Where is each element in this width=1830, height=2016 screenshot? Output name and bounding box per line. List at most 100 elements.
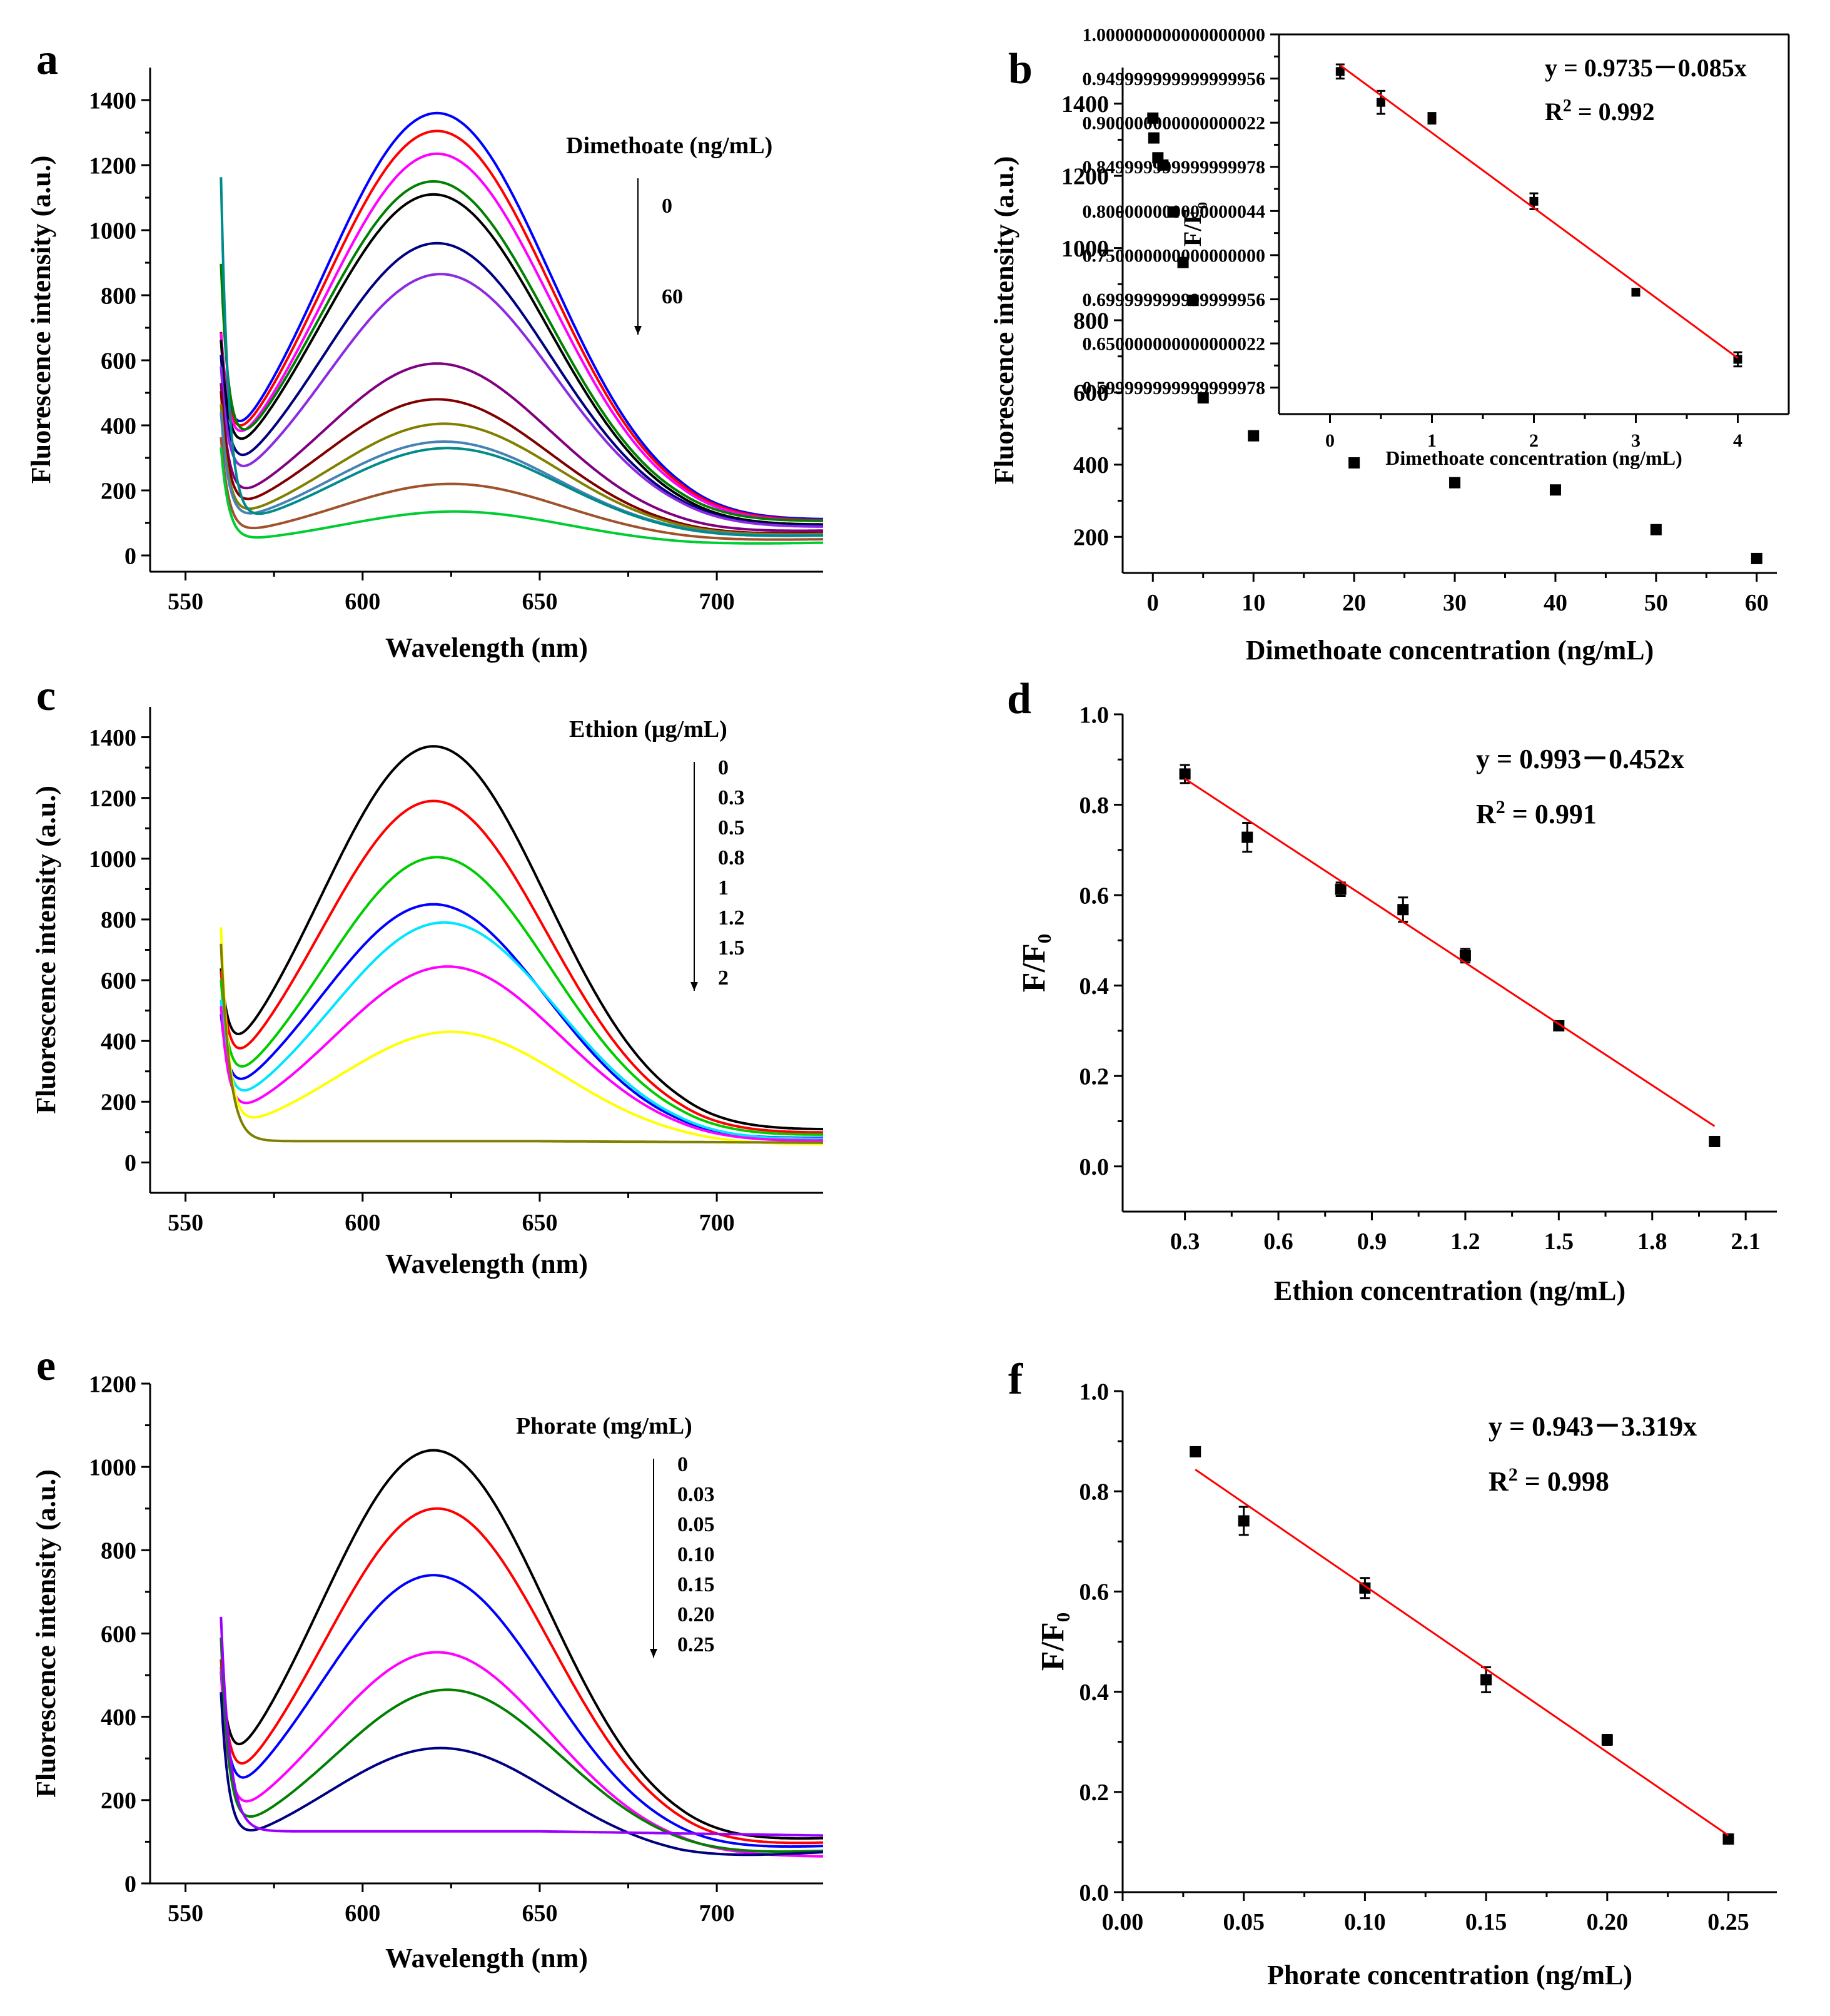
data-point (1348, 457, 1360, 469)
legend-title: Phorate (mg/mL) (516, 1413, 692, 1439)
y-axis-label: Fluorescence intensity (a.u.) (31, 786, 61, 1114)
panel-e: e 550 600 650 700 0 200 400 600 800 1000 1200 Wavele… (31, 1342, 824, 1973)
y-label-main: F/F (1035, 1622, 1071, 1671)
fit-equation: y = 0.993－0.452x (1476, 744, 1684, 774)
inset-y-tick-label: 0.800000000000000044 (1083, 201, 1266, 222)
y-tick-label: 800 (101, 1538, 136, 1564)
x-tick-label: 2.1 (1731, 1228, 1761, 1255)
x-tick-label: 50 (1644, 590, 1668, 616)
y-tick-label: 0.4 (1079, 1679, 1110, 1706)
inset-y-tick-label: 0.599999999999999978 (1083, 378, 1266, 398)
inset-x-tick-label: 1 (1427, 430, 1437, 451)
series-line-50 (220, 437, 824, 541)
legend-label: 0 (662, 195, 672, 218)
y-tick-label: 1.0 (1079, 1379, 1110, 1405)
x-tick-label: 30 (1443, 590, 1467, 616)
inset-data-point (1377, 98, 1385, 107)
x-tick-label: 0.20 (1587, 1909, 1629, 1935)
x-tick-label: 20 (1342, 590, 1366, 616)
data-point (1601, 1734, 1613, 1746)
data-point (1751, 552, 1762, 564)
series-line-0.05 (220, 1574, 824, 1848)
fit-line (1195, 1469, 1729, 1836)
x-tick-label: 0.6 (1263, 1228, 1293, 1255)
y-tick-label: 1200 (89, 786, 136, 812)
y-tick-label: 1000 (89, 846, 136, 873)
series-line-4 (220, 273, 824, 528)
r2-label: R (1545, 98, 1564, 126)
inset-y-tick-label: 0.750000000000000000 (1083, 245, 1266, 266)
y-tick-label: 1.0 (1079, 702, 1110, 728)
data-point (1167, 206, 1179, 218)
series-line-1.5 (220, 927, 823, 1146)
y-tick-label: 1200 (89, 153, 136, 179)
series-line-0 (220, 1449, 823, 1840)
legend-label: 0.5 (718, 816, 745, 839)
x-tick-label: 40 (1544, 590, 1567, 616)
y-label-subscript: 0 (1034, 934, 1055, 943)
data-point (1190, 1446, 1201, 1457)
series-line-2 (220, 193, 823, 526)
panel-letter: d (1007, 675, 1031, 723)
fit-equation: y = 0.943－3.319x (1489, 1411, 1697, 1442)
series-line-1 (220, 180, 823, 522)
x-tick-label: 0 (1147, 590, 1159, 616)
y-label-main: F/F (1178, 209, 1206, 246)
legend-arrowhead (650, 1649, 657, 1658)
r2-label: R (1489, 1466, 1509, 1497)
data-point (1480, 1674, 1492, 1686)
series-line-60 (220, 447, 824, 545)
series-line-0 (220, 745, 823, 1131)
legend-label: 0.10 (677, 1543, 715, 1566)
y-label-subscript: 0 (1053, 1613, 1074, 1622)
x-tick-label: 600 (345, 589, 380, 615)
inset-y-tick-label: 0.900000000000000022 (1083, 113, 1266, 134)
y-tick-label: 0.4 (1079, 973, 1110, 1000)
x-axis-label: Ethion concentration (ng/mL) (1274, 1275, 1625, 1306)
legend-label: 0.15 (677, 1573, 715, 1596)
data-point (1177, 256, 1189, 268)
series-line-1.2 (220, 965, 823, 1142)
series-line-2 (220, 943, 823, 1144)
inset-data-point (1631, 288, 1640, 297)
inset-x-axis-label: Dimethoate concentration (ng/mL) (1385, 447, 1682, 469)
data-point (1449, 477, 1461, 489)
r-squared: R2 = 0.991 (1476, 797, 1597, 829)
y-label-subscript: 0 (1195, 202, 1210, 209)
y-tick-label: 0.8 (1079, 793, 1110, 819)
inset-data-point (1335, 67, 1345, 76)
x-tick-label: 700 (699, 589, 735, 615)
x-tick-label: 1.5 (1544, 1228, 1574, 1255)
inset-y-tick-label: 0.699999999999999956 (1083, 290, 1266, 310)
legend-label: 1.5 (718, 936, 745, 960)
y-axis-label: Fluorescence intensity (a.u.) (31, 1469, 61, 1798)
panel-letter: a (36, 36, 58, 84)
panel-c: c 550 600 650 700 0 200 400 600 800 1000 1200 1400 Wa… (31, 672, 823, 1279)
data-point (1187, 295, 1199, 306)
series-line-0.10 (220, 1651, 824, 1858)
data-point (1248, 430, 1260, 442)
y-tick-label: 400 (1073, 452, 1109, 479)
y-tick-label: 0.6 (1079, 1579, 1110, 1606)
r2-value: = 0.992 (1572, 98, 1655, 126)
series-line-0.5 (220, 856, 823, 1136)
series-line-5 (220, 362, 824, 532)
y-tick-label: 0.6 (1079, 883, 1110, 909)
panel-letter: f (1008, 1355, 1023, 1404)
y-tick-label: 1200 (1061, 163, 1109, 190)
y-axis-label: F/F0 (1016, 934, 1055, 992)
series-line-0.1 (220, 129, 824, 522)
legend-label: 0 (718, 756, 729, 779)
series-line-1 (220, 921, 823, 1140)
x-tick-label: 700 (699, 1900, 735, 1927)
r2-value: = 0.991 (1505, 799, 1597, 829)
data-point (1157, 159, 1169, 171)
x-tick-label: 1.8 (1637, 1228, 1667, 1255)
y-tick-label: 1400 (89, 725, 136, 751)
inset-data-point (1427, 114, 1437, 123)
x-tick-label: 0.15 (1465, 1909, 1507, 1935)
data-point (1147, 112, 1159, 124)
x-axis-label: Wavelength (nm) (385, 632, 588, 663)
series-line-0.03 (220, 1507, 823, 1845)
